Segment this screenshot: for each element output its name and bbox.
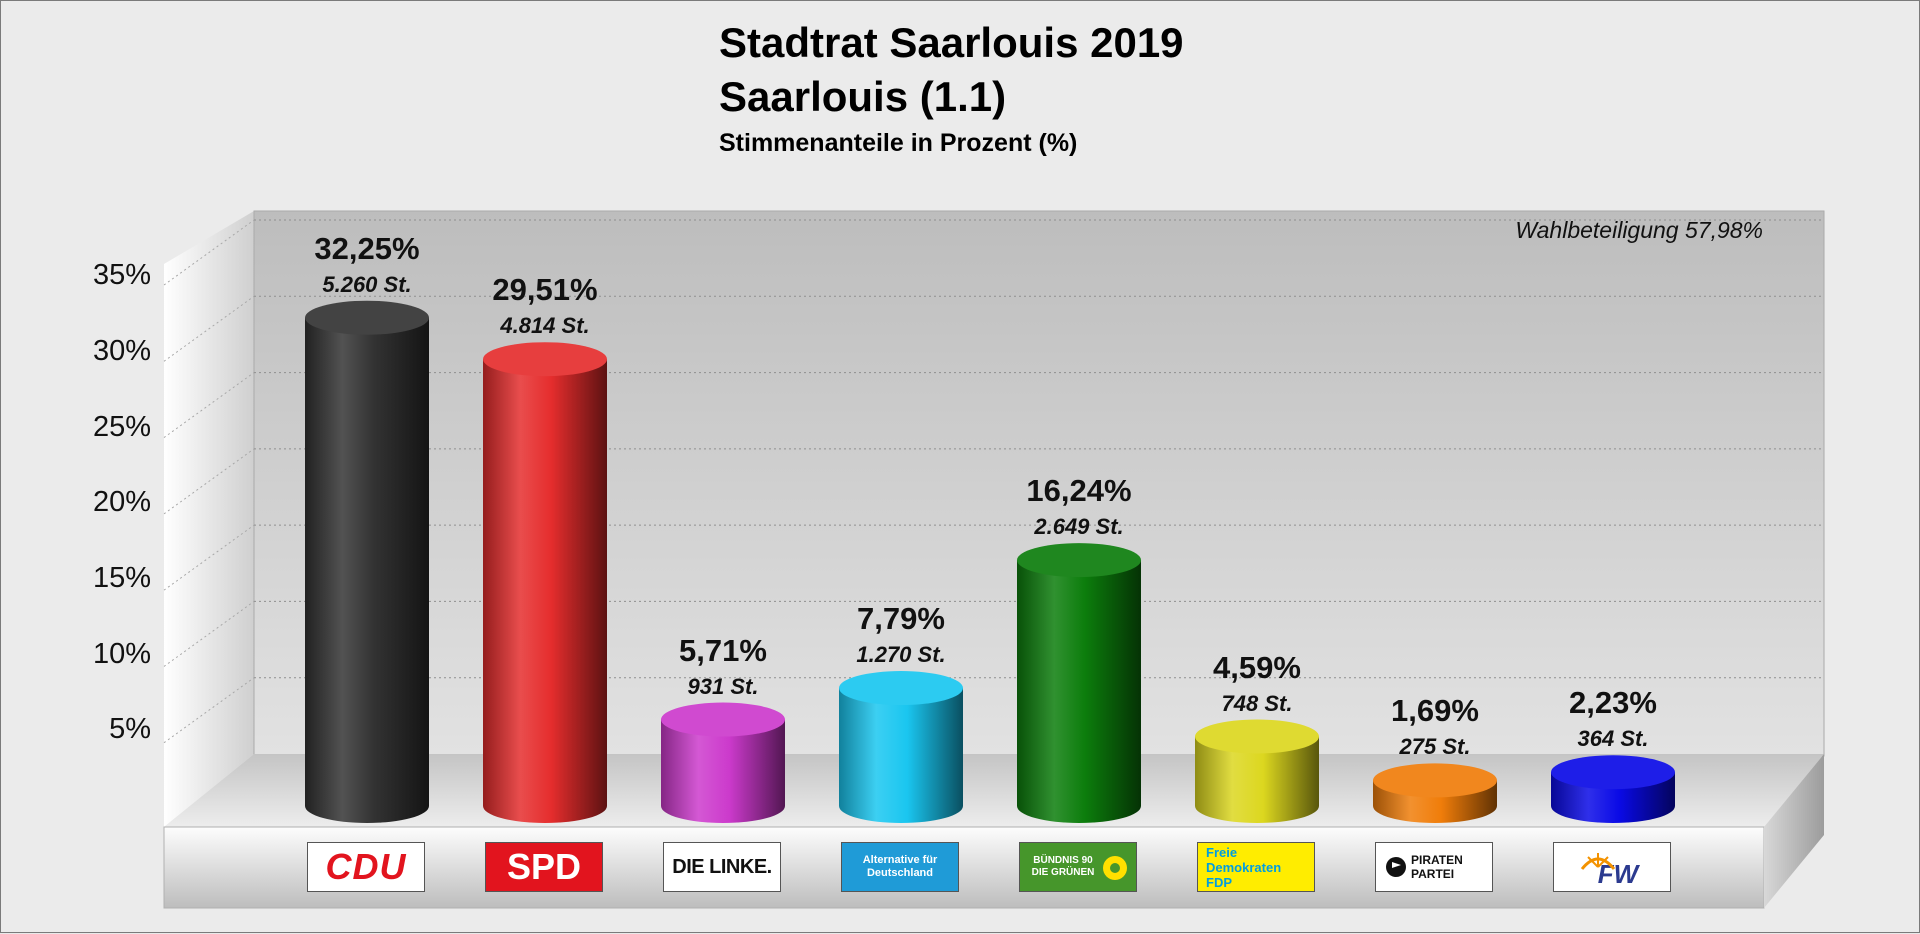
gridline-side [163,677,255,744]
gridline-side [163,219,255,286]
bar [483,342,607,823]
gridline-side [163,372,255,438]
bar-body [1017,560,1141,823]
y-tick-label: 20% [92,486,151,519]
bars [305,300,1675,823]
bar [1373,763,1497,823]
gridline-side [163,524,255,591]
y-tick-label: 30% [92,334,151,367]
left-wall [164,211,254,827]
data-label-percent: 4,59% [1213,649,1301,685]
bar [661,702,785,823]
bar-cap [1373,763,1497,798]
data-label-percent: 1,69% [1391,693,1479,729]
data-label-percent: 16,24% [1026,473,1132,509]
die-linke-logo: DIE LINKE. [663,842,781,892]
bar [305,300,429,823]
bar-cap [1551,755,1675,790]
bar-body [661,719,785,823]
y-tick-label: 15% [92,561,151,594]
gridline-side [163,448,255,515]
data-label-percent: 7,79% [857,601,945,637]
data-label-votes: 2.649 St. [1034,514,1124,540]
bar-cap [1195,719,1319,754]
chart-title: Stadtrat Saarlouis 2019 [719,19,1184,66]
fw-logo: FW [1553,842,1671,892]
bar-body [305,317,429,823]
bar [1195,719,1319,823]
y-tick-label: 25% [92,410,151,443]
gruene-logo: BÜNDNIS 90 DIE GRÜNEN [1019,842,1137,892]
bar [1551,755,1675,823]
y-tick-label: 5% [109,713,151,746]
cdu-logo: CDU [307,842,425,892]
data-label-percent: 5,71% [679,632,767,668]
data-label-votes: 275 St. [1399,734,1471,760]
bar-cap [661,702,785,737]
bar-body [1195,736,1319,823]
gridline-side [163,295,255,362]
bar [839,671,963,823]
sun-icon [1580,853,1616,870]
data-label-votes: 4.814 St. [500,313,590,339]
spd-logo: SPD [485,842,603,892]
bar [1017,543,1141,823]
data-label-votes: 364 St. [1577,726,1649,752]
gridline-side [163,601,255,667]
bar-cap [1017,543,1141,578]
front-panel [163,826,1765,909]
data-label-votes: 931 St. [687,673,759,699]
afd-logo: Alternative für Deutschland [841,842,959,892]
right-wall [1764,754,1824,908]
y-tick-label: 35% [92,259,151,292]
chart-caption: Stimmenanteile in Prozent (%) [719,129,1078,157]
data-label-percent: 29,51% [492,272,598,308]
data-label-votes: 5.260 St. [322,271,412,297]
bar-cap [483,342,607,377]
bar-cap [839,671,963,706]
chart-subtitle: Saarlouis (1.1) [719,73,1007,120]
y-tick-label: 10% [92,637,151,670]
pirate-flag-icon [1386,857,1406,877]
sunflower-icon [1103,856,1127,880]
data-label-votes: 1.270 St. [856,642,946,668]
bar-body [839,688,963,823]
fdp-logo: Freie Demokraten FDP [1197,842,1315,892]
turnout-label: Wahlbeteiligung 57,98% [1515,217,1763,243]
bar-body [483,359,607,823]
piraten-logo: PIRATEN PARTEI [1375,842,1493,892]
data-label-percent: 2,23% [1569,685,1657,721]
data-label-votes: 748 St. [1221,690,1293,716]
data-label-percent: 32,25% [314,230,420,266]
bar-cap [305,300,429,335]
